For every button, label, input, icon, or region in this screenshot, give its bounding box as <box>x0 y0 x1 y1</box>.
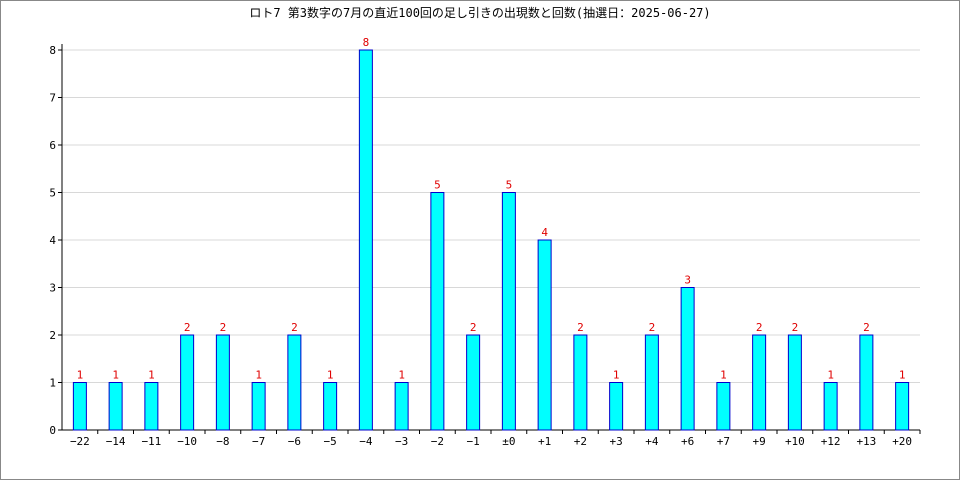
x-tick-label: ±0 <box>502 435 515 448</box>
bar <box>573 334 588 431</box>
data-label: 1 <box>77 369 84 382</box>
bar <box>144 382 159 431</box>
bar <box>72 382 87 431</box>
bar <box>180 334 195 431</box>
data-label: 2 <box>792 321 799 334</box>
x-tick-label: −2 <box>431 435 444 448</box>
bar <box>644 334 659 431</box>
y-tick-label: 6 <box>49 139 56 152</box>
data-label: 2 <box>577 321 584 334</box>
data-label: 2 <box>756 321 763 334</box>
bar <box>215 334 230 431</box>
bar <box>895 382 910 431</box>
bar <box>537 239 552 431</box>
y-tick-label: 0 <box>49 424 56 437</box>
bar <box>394 382 409 431</box>
bar <box>680 287 695 431</box>
data-label: 1 <box>327 369 334 382</box>
x-tick-label: +9 <box>753 435 766 448</box>
bar <box>716 382 731 431</box>
bar <box>108 382 123 431</box>
data-label: 1 <box>827 369 834 382</box>
bar <box>787 334 802 431</box>
y-tick-label: 4 <box>49 234 56 247</box>
bar <box>752 334 767 431</box>
bar <box>358 49 373 431</box>
bar <box>501 192 516 431</box>
data-label: 4 <box>541 226 548 239</box>
data-label: 2 <box>220 321 227 334</box>
y-tick-label: 5 <box>49 187 56 200</box>
data-label: 1 <box>112 369 119 382</box>
x-tick-label: −6 <box>288 435 301 448</box>
bar <box>323 382 338 431</box>
y-tick-label: 8 <box>49 44 56 57</box>
data-label: 2 <box>184 321 191 334</box>
x-tick-label: −11 <box>141 435 161 448</box>
x-tick-label: −1 <box>467 435 480 448</box>
bar <box>466 334 481 431</box>
data-label: 2 <box>470 321 477 334</box>
x-tick-label: −4 <box>359 435 373 448</box>
x-tick-label: −10 <box>177 435 197 448</box>
data-label: 5 <box>506 179 513 192</box>
x-tick-label: +12 <box>821 435 841 448</box>
bar <box>823 382 838 431</box>
x-tick-label: −5 <box>324 435 337 448</box>
x-tick-label: −7 <box>252 435 265 448</box>
x-tick-label: +3 <box>610 435 623 448</box>
data-label: 1 <box>398 369 405 382</box>
data-label: 1 <box>613 369 620 382</box>
bar <box>859 334 874 431</box>
data-label: 1 <box>899 369 906 382</box>
bar <box>251 382 266 431</box>
y-tick-label: 1 <box>49 377 56 390</box>
x-tick-label: −14 <box>106 435 126 448</box>
bar <box>430 192 445 431</box>
x-tick-label: +7 <box>717 435 730 448</box>
x-tick-label: −3 <box>395 435 408 448</box>
x-tick-label: +10 <box>785 435 805 448</box>
data-label: 1 <box>148 369 155 382</box>
data-label: 2 <box>649 321 656 334</box>
x-tick-label: +2 <box>574 435 587 448</box>
x-tick-label: +4 <box>645 435 659 448</box>
y-tick-label: 2 <box>49 329 56 342</box>
x-tick-label: +20 <box>892 435 912 448</box>
x-tick-label: −22 <box>70 435 90 448</box>
data-label: 2 <box>291 321 298 334</box>
chart-title: ロト7 第3数字の7月の直近100回の足し引きの出現数と回数(抽選日：2025-… <box>249 6 711 20</box>
bar <box>287 334 302 431</box>
data-label: 5 <box>434 179 441 192</box>
y-tick-label: 7 <box>49 92 56 105</box>
data-label: 1 <box>255 369 262 382</box>
data-label: 8 <box>363 36 370 49</box>
bar <box>609 382 624 431</box>
x-tick-label: +13 <box>856 435 876 448</box>
y-tick-label: 3 <box>49 282 56 295</box>
x-tick-label: −8 <box>216 435 229 448</box>
data-label: 3 <box>684 274 691 287</box>
data-label: 2 <box>863 321 870 334</box>
data-label: 1 <box>720 369 727 382</box>
x-tick-label: +1 <box>538 435 551 448</box>
x-tick-label: +6 <box>681 435 694 448</box>
